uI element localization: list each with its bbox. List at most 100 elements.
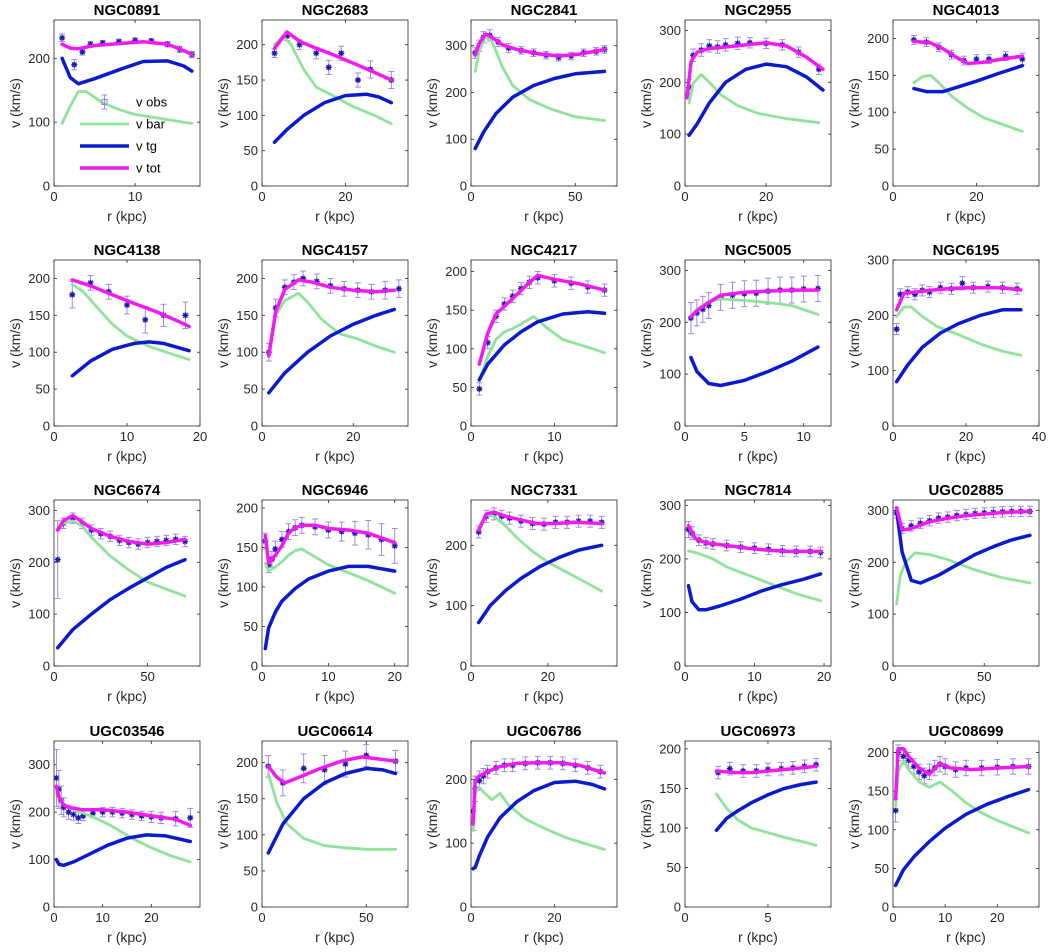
axes-box [261, 499, 409, 667]
obs-point [87, 275, 94, 291]
x-axis-label: r (kpc) [946, 208, 986, 224]
chart-title: NGC2683 [302, 2, 369, 19]
series-v-tg [70, 340, 191, 378]
y-tick-label: 300 [659, 498, 681, 513]
obs-marker [476, 777, 483, 784]
y-tick-label: 100 [236, 345, 258, 360]
obs-marker [284, 33, 291, 40]
x-tick-label: 0 [681, 189, 688, 204]
y-axis-label: v (km/s) [215, 78, 231, 128]
obs-point [717, 283, 724, 311]
obs-marker [705, 302, 712, 309]
obs-marker [338, 50, 345, 57]
plot-area [475, 507, 605, 625]
x-axis-label: r (kpc) [107, 688, 147, 704]
x-axis-label: r (kpc) [524, 929, 564, 945]
series-v-bar [895, 551, 1032, 606]
obs-marker [89, 810, 96, 817]
x-axis-label: r (kpc) [738, 929, 778, 945]
plot-area [54, 512, 189, 650]
series-v-tot [685, 41, 825, 100]
obs-point [354, 72, 361, 88]
series-v-bar [477, 315, 606, 383]
obs-marker [281, 284, 288, 291]
obs-marker [69, 515, 76, 522]
obs-marker [163, 537, 170, 544]
series-v-tg [714, 780, 818, 833]
series-v-bar [273, 34, 393, 126]
x-tick-label: 20 [387, 669, 401, 684]
obs-marker [706, 42, 713, 49]
y-tick-label: 100 [659, 127, 681, 142]
y-tick-label: 200 [28, 555, 50, 570]
obs-marker [70, 811, 77, 818]
x-axis-label: r (kpc) [107, 929, 147, 945]
x-tick-label: 20 [346, 429, 360, 444]
y-axis-label: v (km/s) [424, 78, 440, 128]
y-tick-label: 200 [659, 315, 681, 330]
chart-title: NGC7331 [511, 482, 578, 499]
plot-area [685, 36, 825, 137]
obs-point [908, 520, 915, 532]
plot-area [714, 757, 820, 847]
y-tick-label: 100 [659, 820, 681, 835]
obs-marker [911, 291, 918, 298]
x-tick-label: 20 [759, 189, 773, 204]
y-tick-label: 0 [674, 419, 681, 434]
plot-area [893, 276, 1023, 384]
y-axis-label: v (km/s) [215, 799, 231, 849]
series-v-bar [687, 73, 821, 125]
plot-area [910, 35, 1026, 133]
series-v-tg [893, 787, 1031, 888]
x-tick-label: 0 [258, 189, 265, 204]
x-axis-label: r (kpc) [315, 448, 355, 464]
y-tick-label: 100 [236, 827, 258, 842]
legend-obs-marker [101, 99, 108, 105]
chart-title: UGC03546 [89, 723, 164, 740]
chart-title: UGC06786 [506, 723, 581, 740]
series-v-bar [471, 785, 606, 851]
obs-point [699, 295, 706, 323]
x-tick-label: 20 [193, 429, 207, 444]
obs-marker [921, 772, 928, 779]
x-tick-label: 0 [258, 669, 265, 684]
series-v-tot [60, 39, 194, 57]
x-tick-label: 0 [889, 429, 896, 444]
y-tick-label: 50 [244, 863, 258, 878]
y-axis-label: v (km/s) [846, 558, 862, 608]
chart-title: NGC4013 [933, 2, 1000, 19]
obs-marker [534, 274, 541, 281]
obs-marker [60, 804, 67, 811]
x-tick-label: 0 [889, 910, 896, 925]
y-tick-label: 0 [882, 179, 889, 194]
obs-point [911, 288, 918, 301]
x-axis-label: r (kpc) [107, 448, 147, 464]
subplot-ngc2841: NGC2841 0 50 0 100 200 300 r (kpc) v (km/s) [424, 2, 618, 224]
legend-label-tot: v tot [136, 161, 161, 176]
y-tick-label: 0 [460, 659, 467, 674]
y-tick-label: 150 [867, 68, 889, 83]
series-v-tot [266, 755, 398, 785]
obs-marker [278, 536, 285, 543]
x-tick-label: 5 [764, 910, 771, 925]
x-tick-label: 20 [547, 910, 561, 925]
series-v-tg [477, 309, 607, 382]
y-tick-label: 200 [867, 31, 889, 46]
obs-marker [395, 285, 402, 292]
axes-box [53, 19, 201, 187]
obs-marker [893, 807, 899, 814]
x-tick-label: 0 [258, 429, 265, 444]
subplot-ngc6674: NGC6674 0 50 0 100 200 300 r (kpc) v (km/s) [7, 482, 201, 704]
series-v-tg [60, 56, 194, 86]
x-axis-label: r (kpc) [524, 208, 564, 224]
obs-point [153, 535, 160, 548]
y-tick-label: 200 [236, 37, 258, 52]
obs-marker [722, 41, 729, 48]
obs-point [325, 59, 332, 75]
x-axis-label: r (kpc) [524, 448, 564, 464]
y-tick-label: 50 [36, 382, 50, 397]
obs-marker [153, 538, 160, 545]
x-tick-label: 0 [258, 910, 265, 925]
y-tick-label: 0 [882, 659, 889, 674]
